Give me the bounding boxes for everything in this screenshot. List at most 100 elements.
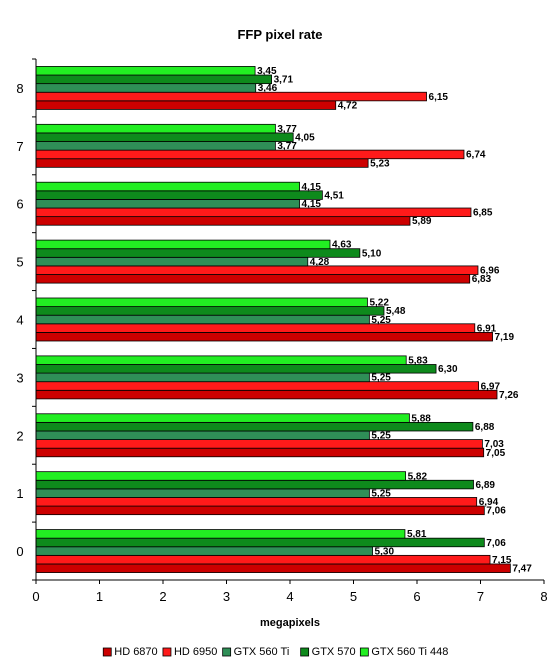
x-axis-label: megapixels [260, 617, 320, 629]
y-tick-label: 1 [16, 486, 23, 501]
bar [35, 66, 256, 76]
data-label: 4,15 [302, 182, 322, 193]
data-label: 5,81 [407, 529, 427, 540]
data-label: 4,28 [310, 257, 330, 268]
data-label: 7,03 [484, 439, 504, 450]
bar [35, 413, 410, 423]
data-label: 5,25 [371, 431, 391, 442]
y-tick-label: 8 [16, 81, 23, 96]
bar [35, 497, 478, 507]
x-tick-label: 4 [286, 589, 293, 604]
data-label: 3,45 [257, 66, 277, 77]
data-label: 6,30 [438, 364, 458, 375]
legend-label: GTX 560 Ti [234, 646, 290, 658]
bar [35, 364, 437, 374]
y-axis: 0 1 2 3 4 5 6 7 8 [16, 58, 36, 581]
data-label: 6,15 [429, 92, 449, 103]
bar [35, 447, 485, 458]
legend-label: GTX 560 Ti 448 [371, 646, 448, 658]
data-label: 6,88 [475, 422, 495, 433]
y-tick-label: 0 [16, 544, 23, 559]
bar [35, 563, 511, 573]
data-label: 7,06 [486, 506, 506, 517]
data-label: 5,25 [371, 373, 391, 384]
bar [35, 355, 407, 365]
data-label: 6,85 [473, 208, 493, 219]
data-label: 6,83 [472, 274, 492, 285]
legend-swatch [222, 647, 232, 657]
data-label: 5,25 [371, 488, 391, 499]
x-tick-label: 6 [413, 589, 420, 604]
legend-swatch [300, 647, 310, 657]
legend: HD 6870 HD 6950 GTX 560 Ti GTX 570 GTX 560 T… [102, 646, 448, 658]
x-tick-label: 5 [350, 589, 357, 604]
data-label: 4,72 [338, 100, 358, 111]
x-tick-label: 2 [159, 589, 166, 604]
bar [35, 421, 474, 432]
legend-swatch [102, 647, 112, 657]
bar [35, 430, 370, 440]
legend-label: GTX 570 [312, 646, 356, 658]
data-label: 5,30 [375, 546, 395, 557]
data-label: 6,91 [477, 323, 497, 334]
bar [35, 529, 406, 539]
y-tick-label: 2 [16, 428, 23, 443]
data-label: 4,05 [295, 133, 315, 144]
y-tick-label: 7 [16, 139, 23, 154]
bar [35, 265, 479, 275]
bar [35, 372, 370, 383]
x-tick-label: 0 [32, 589, 39, 604]
data-label: 6,74 [466, 150, 486, 161]
data-label: 5,25 [371, 315, 391, 326]
bar [35, 439, 483, 449]
bar [35, 314, 370, 325]
x-tick-label: 8 [540, 589, 547, 604]
bar [35, 199, 300, 209]
data-label: 3,77 [277, 141, 297, 152]
data-label: 6,96 [480, 266, 500, 277]
bar [35, 381, 479, 391]
chart-title: FFP pixel rate [237, 27, 322, 42]
bar [35, 149, 465, 160]
x-tick-label: 3 [223, 589, 230, 604]
bar [35, 256, 309, 267]
x-tick-label: 7 [477, 589, 484, 604]
bar [35, 306, 385, 316]
data-label: 5,22 [369, 298, 389, 309]
y-tick-label: 3 [16, 370, 23, 385]
data-label: 3,77 [277, 124, 297, 135]
data-label: 5,88 [411, 413, 431, 424]
bar [35, 207, 472, 218]
data-label: 7,05 [486, 448, 506, 459]
data-label: 7,06 [486, 538, 506, 549]
data-label: 4,15 [302, 199, 322, 210]
bar [35, 389, 498, 400]
bar [35, 132, 294, 142]
legend-label: HD 6870 [114, 646, 157, 658]
legend-swatch [162, 647, 172, 657]
bar [35, 331, 493, 342]
data-label: 6,94 [479, 497, 499, 508]
x-tick-label: 1 [96, 589, 103, 604]
bar [35, 297, 368, 308]
bar [35, 141, 276, 151]
bar [35, 471, 406, 481]
bar [35, 274, 471, 284]
bar [35, 181, 300, 192]
data-label: 6,97 [481, 381, 501, 392]
data-label: 4,63 [332, 240, 352, 251]
bar [35, 239, 331, 250]
data-label: 5,82 [408, 471, 428, 482]
bar [35, 216, 411, 226]
bar [35, 100, 337, 110]
data-label: 6,89 [476, 480, 496, 491]
bar [35, 83, 257, 93]
data-label: 5,23 [370, 158, 390, 169]
bar [35, 505, 485, 516]
data-label: 4,51 [324, 190, 344, 201]
bar [35, 74, 272, 85]
data-label: 3,46 [258, 83, 278, 94]
data-label: 5,89 [412, 216, 432, 227]
y-tick-label: 4 [16, 313, 23, 328]
data-label: 7,47 [512, 564, 532, 575]
